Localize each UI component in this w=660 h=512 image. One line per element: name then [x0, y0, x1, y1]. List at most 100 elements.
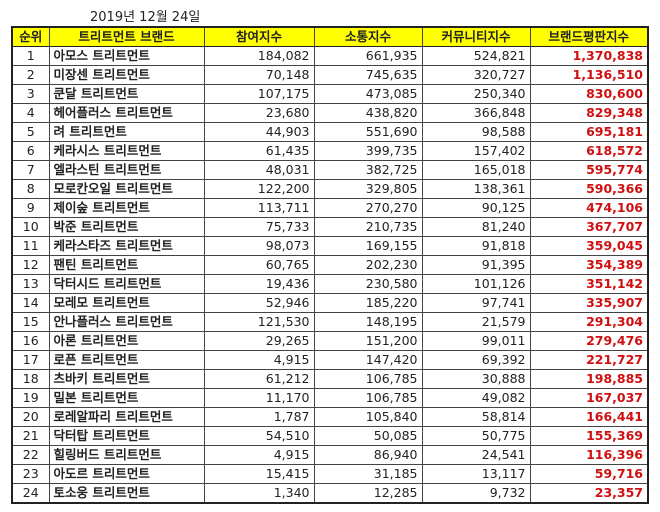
communication-index-cell: 106,785 — [313, 369, 423, 389]
reputation-index-cell: 1,136,510 — [529, 65, 649, 85]
brand-name-cell: 힐링버드 트리트먼트 — [48, 445, 205, 465]
participation-index-cell: 1,340 — [203, 483, 315, 504]
table-row: 17 로픈 트리트먼트 4,915 147,420 69,392 221,727 — [11, 350, 649, 370]
reputation-index-cell: 155,369 — [529, 426, 649, 446]
community-index-cell: 69,392 — [421, 350, 531, 370]
brand-name-cell: 모로칸오일 트리트먼트 — [48, 179, 205, 199]
table-row: 19 밀본 트리트먼트 11,170 106,785 49,082 167,037 — [11, 388, 649, 408]
header-participation: 참여지수 — [203, 26, 315, 47]
table-row: 1 아모스 트리트먼트 184,082 661,935 524,821 1,370,838 — [11, 46, 649, 66]
community-index-cell: 91,818 — [421, 236, 531, 256]
rank-cell: 1 — [11, 46, 50, 66]
rank-cell: 5 — [11, 122, 50, 142]
communication-index-cell: 661,935 — [313, 46, 423, 66]
table-row: 16 아론 트리트먼트 29,265 151,200 99,011 279,476 — [11, 331, 649, 351]
brand-name-cell: 츠바키 트리트먼트 — [48, 369, 205, 389]
reputation-index-cell: 167,037 — [529, 388, 649, 408]
community-index-cell: 30,888 — [421, 369, 531, 389]
communication-index-cell: 438,820 — [313, 103, 423, 123]
participation-index-cell: 29,265 — [203, 331, 315, 351]
reputation-index-cell: 359,045 — [529, 236, 649, 256]
table-row: 11 케라스타즈 트리트먼트 98,073 169,155 91,818 359,045 — [11, 236, 649, 256]
reputation-index-cell: 354,389 — [529, 255, 649, 275]
communication-index-cell: 151,200 — [313, 331, 423, 351]
table-row: 9 제이숲 트리트먼트 113,711 270,270 90,125 474,106 — [11, 198, 649, 218]
header-communication: 소통지수 — [313, 26, 423, 47]
community-index-cell: 13,117 — [421, 464, 531, 484]
rank-cell: 4 — [11, 103, 50, 123]
brand-name-cell: 아도르 트리트먼트 — [48, 464, 205, 484]
communication-index-cell: 230,580 — [313, 274, 423, 294]
communication-index-cell: 551,690 — [313, 122, 423, 142]
brand-name-cell: 닥터시드 트리트먼트 — [48, 274, 205, 294]
communication-index-cell: 147,420 — [313, 350, 423, 370]
reputation-index-cell: 279,476 — [529, 331, 649, 351]
rank-cell: 9 — [11, 198, 50, 218]
community-index-cell: 138,361 — [421, 179, 531, 199]
communication-index-cell: 202,230 — [313, 255, 423, 275]
table-row: 12 팬틴 트리트먼트 60,765 202,230 91,395 354,389 — [11, 255, 649, 275]
community-index-cell: 366,848 — [421, 103, 531, 123]
communication-index-cell: 105,840 — [313, 407, 423, 427]
participation-index-cell: 48,031 — [203, 160, 315, 180]
communication-index-cell: 210,735 — [313, 217, 423, 237]
rank-cell: 20 — [11, 407, 50, 427]
reputation-index-cell: 198,885 — [529, 369, 649, 389]
brand-name-cell: 로레알파리 트리트먼트 — [48, 407, 205, 427]
participation-index-cell: 113,711 — [203, 198, 315, 218]
reputation-index-cell: 221,727 — [529, 350, 649, 370]
communication-index-cell: 745,635 — [313, 65, 423, 85]
community-index-cell: 21,579 — [421, 312, 531, 332]
communication-index-cell: 106,785 — [313, 388, 423, 408]
table-row: 22 힐링버드 트리트먼트 4,915 86,940 24,541 116,396 — [11, 445, 649, 465]
community-index-cell: 90,125 — [421, 198, 531, 218]
community-index-cell: 9,732 — [421, 483, 531, 504]
brand-name-cell: 미장센 트리트먼트 — [48, 65, 205, 85]
rank-cell: 14 — [11, 293, 50, 313]
brand-name-cell: 아모스 트리트먼트 — [48, 46, 205, 66]
participation-index-cell: 52,946 — [203, 293, 315, 313]
table-row: 2 미장센 트리트먼트 70,148 745,635 320,727 1,136,510 — [11, 65, 649, 85]
communication-index-cell: 185,220 — [313, 293, 423, 313]
brand-name-cell: 제이숲 트리트먼트 — [48, 198, 205, 218]
rank-cell: 18 — [11, 369, 50, 389]
reputation-index-cell: 166,441 — [529, 407, 649, 427]
participation-index-cell: 19,436 — [203, 274, 315, 294]
communication-index-cell: 270,270 — [313, 198, 423, 218]
table-row: 3 쿤달 트리트먼트 107,175 473,085 250,340 830,600 — [11, 84, 649, 104]
table-row: 15 안나플러스 트리트먼트 121,530 148,195 21,579 291,304 — [11, 312, 649, 332]
community-index-cell: 49,082 — [421, 388, 531, 408]
rank-cell: 11 — [11, 236, 50, 256]
brand-name-cell: 박준 트리트먼트 — [48, 217, 205, 237]
rank-cell: 2 — [11, 65, 50, 85]
communication-index-cell: 148,195 — [313, 312, 423, 332]
reputation-index-cell: 618,572 — [529, 141, 649, 161]
community-index-cell: 91,395 — [421, 255, 531, 275]
community-index-cell: 524,821 — [421, 46, 531, 66]
rank-cell: 7 — [11, 160, 50, 180]
header-row: 순위 트리트먼트 브랜드 참여지수 소통지수 커뮤니티지수 브랜드평판지수 — [11, 26, 649, 47]
participation-index-cell: 122,200 — [203, 179, 315, 199]
brand-name-cell: 안나플러스 트리트먼트 — [48, 312, 205, 332]
brand-name-cell: 모레모 트리트먼트 — [48, 293, 205, 313]
brand-name-cell: 팬틴 트리트먼트 — [48, 255, 205, 275]
communication-index-cell: 473,085 — [313, 84, 423, 104]
participation-index-cell: 60,765 — [203, 255, 315, 275]
rank-cell: 10 — [11, 217, 50, 237]
table-row: 18 츠바키 트리트먼트 61,212 106,785 30,888 198,885 — [11, 369, 649, 389]
header-community: 커뮤니티지수 — [421, 26, 531, 47]
community-index-cell: 99,011 — [421, 331, 531, 351]
header-rank: 순위 — [11, 26, 50, 47]
rank-cell: 13 — [11, 274, 50, 294]
table-row: 20 로레알파리 트리트먼트 1,787 105,840 58,814 166,441 — [11, 407, 649, 427]
participation-index-cell: 15,415 — [203, 464, 315, 484]
reputation-index-cell: 829,348 — [529, 103, 649, 123]
community-index-cell: 101,126 — [421, 274, 531, 294]
brand-name-cell: 엘라스틴 트리트먼트 — [48, 160, 205, 180]
table-row: 21 닥터탑 트리트먼트 54,510 50,085 50,775 155,369 — [11, 426, 649, 446]
participation-index-cell: 61,435 — [203, 141, 315, 161]
reputation-index-cell: 590,366 — [529, 179, 649, 199]
brand-name-cell: 토소웅 트리트먼트 — [48, 483, 205, 504]
brand-name-cell: 아론 트리트먼트 — [48, 331, 205, 351]
